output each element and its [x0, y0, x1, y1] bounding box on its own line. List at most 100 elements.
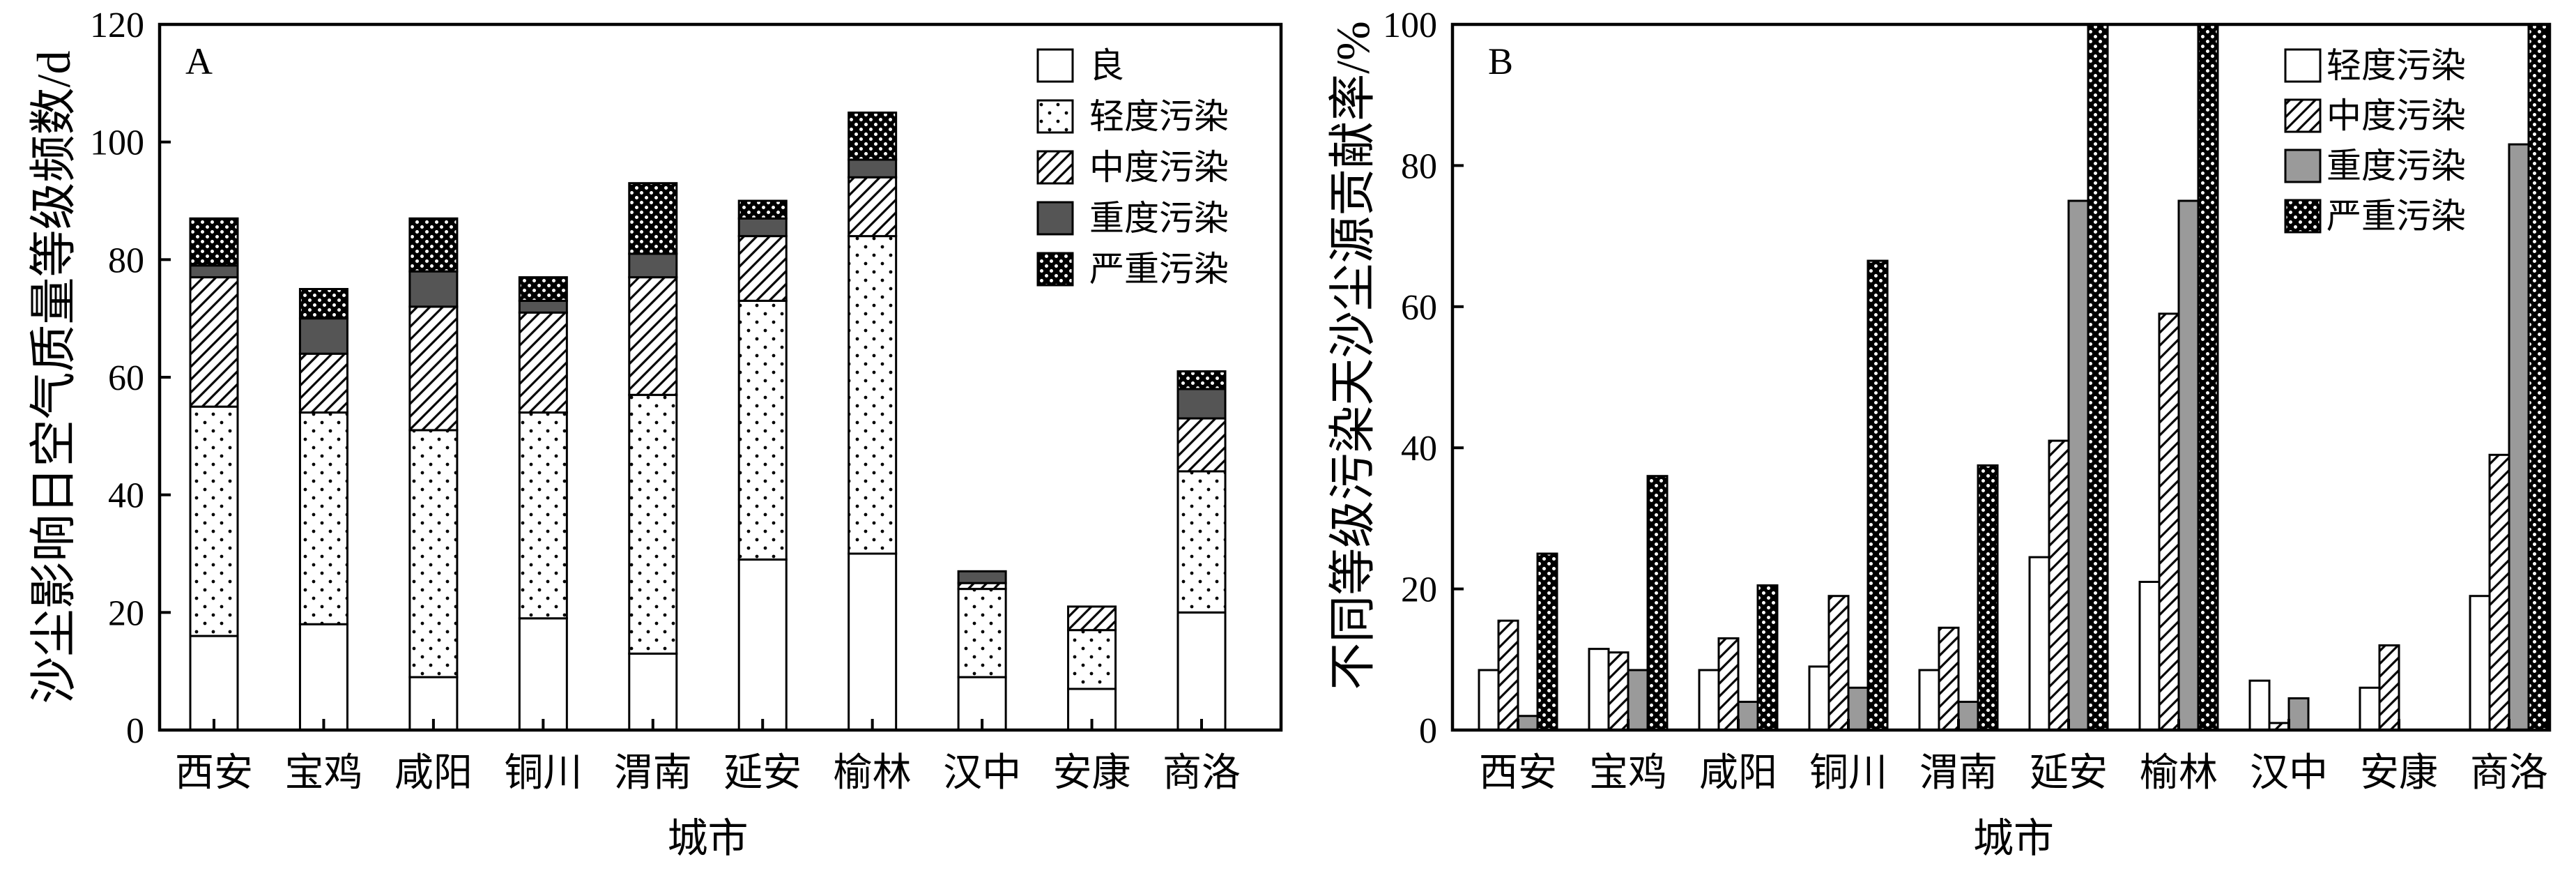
stacked-bar-segment — [518, 411, 568, 620]
plot-frame — [1450, 22, 2552, 732]
grouped-bar — [1717, 637, 1740, 731]
stacked-bar-segment — [628, 652, 678, 731]
grouped-bar — [1517, 715, 1539, 731]
x-category-label: 铜川 — [504, 752, 582, 795]
legend-swatch — [1036, 99, 1074, 134]
legend-swatch — [1036, 48, 1074, 83]
stacked-bar-segment — [957, 588, 1007, 678]
x-category-label: 榆林 — [834, 752, 912, 795]
x-category-label: 西安 — [1479, 752, 1557, 795]
grouped-bar — [2527, 23, 2550, 731]
x-category-label: 安康 — [1053, 752, 1131, 795]
panel-label: B — [1488, 40, 1513, 82]
stacked-bar-segment — [189, 264, 239, 279]
grouped-bar — [2087, 23, 2109, 731]
y-axis: 0 20 40 60 80 100 — [1383, 6, 1464, 751]
legend-item: 中度污染 — [2284, 96, 2466, 135]
grouped-bar — [2469, 595, 2491, 731]
y-tick-label: 80 — [108, 241, 144, 280]
stacked-bar-segment — [408, 217, 459, 273]
legend-item: 轻度污染 — [1036, 97, 1229, 136]
stacked-bar-segment — [1176, 417, 1227, 473]
grouped-bar — [1737, 701, 1759, 731]
legend-label: 轻度污染 — [1089, 97, 1229, 136]
grouped-bar — [2248, 679, 2271, 731]
stacked-bar-segment — [1067, 605, 1117, 632]
grouped-bar — [1646, 475, 1669, 731]
grouped-bar — [2028, 556, 2050, 731]
stacked-bar-segment — [957, 570, 1007, 584]
legend-swatch — [2284, 48, 2322, 83]
stacked-bar-segment — [848, 158, 898, 179]
stacked-bar-segment — [518, 276, 568, 302]
grouped-bar — [1588, 648, 1610, 731]
stacked-bar-segment — [518, 311, 568, 414]
stacked-bar-segment — [737, 199, 788, 220]
stacked-bar-segment — [737, 217, 788, 238]
grouped-bar — [1497, 619, 1519, 731]
legend-swatch — [2284, 199, 2322, 234]
legend-label: 重度污染 — [1089, 199, 1229, 238]
stacked-bar-segment — [1176, 611, 1227, 731]
legend-swatch — [2284, 98, 2322, 133]
stacked-bar-segment — [1176, 470, 1227, 614]
panel-label: A — [185, 40, 213, 82]
x-category-label: 宝鸡 — [284, 752, 362, 795]
grouped-bar — [1827, 595, 1850, 731]
panel-a-stacked-bar-chart: 0 20 40 60 80 100 120 西安 宝鸡 咸阳 铜川 渭南 延安 榆林 汉中 安康 商洛 良轻度污染… — [27, 6, 1283, 861]
grouped-bar — [2488, 453, 2510, 731]
legend-item: 重度污染 — [1036, 199, 1229, 238]
stacked-bar-segment — [1176, 388, 1227, 420]
y-tick-label: 60 — [108, 358, 144, 398]
stacked-bar-segment — [628, 393, 678, 655]
grouped-bar — [1847, 686, 1869, 731]
stacked-bar-segment — [628, 276, 678, 396]
grouped-bar — [2378, 644, 2400, 731]
x-category-label: 咸阳 — [1699, 752, 1777, 795]
stacked-bar-segment — [628, 182, 678, 255]
grouped-bar — [1938, 626, 1960, 731]
stacked-bar-segment — [189, 405, 239, 637]
bars — [189, 112, 1227, 731]
x-category-label: 铜川 — [1809, 752, 1887, 795]
grouped-bar — [1977, 464, 1999, 731]
grouped-bar — [1478, 669, 1500, 731]
stacked-bar-segment — [848, 176, 898, 238]
stacked-bar-segment — [737, 235, 788, 302]
x-category-label: 渭南 — [614, 752, 692, 795]
x-category-label: 汉中 — [2250, 752, 2328, 795]
grouped-bar — [2197, 23, 2219, 731]
legend-swatch — [2284, 149, 2322, 183]
x-category-label: 商洛 — [2470, 752, 2548, 795]
grouped-bar — [2048, 439, 2070, 731]
x-category-label: 榆林 — [2140, 752, 2218, 795]
grouped-bar — [1756, 584, 1779, 731]
y-tick-label: 80 — [1401, 146, 1437, 186]
stacked-bar-segment — [298, 288, 348, 320]
legend-label: 轻度污染 — [2326, 46, 2466, 85]
stacked-bar-segment — [189, 217, 239, 267]
stacked-bar-segment — [737, 558, 788, 731]
stacked-bar-segment — [408, 305, 459, 432]
stacked-bar-segment — [408, 270, 459, 308]
stacked-bar-segment — [189, 276, 239, 408]
y-tick-label: 40 — [1401, 429, 1437, 469]
stacked-bar-segment — [848, 235, 898, 555]
grouped-bar — [1627, 669, 1649, 731]
y-axis: 0 20 40 60 80 100 120 — [90, 6, 171, 751]
y-tick-label: 100 — [90, 123, 144, 163]
stacked-bar-segment — [298, 411, 348, 625]
grouped-bar — [1698, 669, 1720, 731]
legend-item: 严重污染 — [2284, 197, 2466, 236]
y-tick-label: 40 — [108, 476, 144, 516]
y-tick-label: 20 — [108, 593, 144, 633]
legend-swatch — [1036, 201, 1074, 236]
x-category-label: 商洛 — [1163, 752, 1241, 795]
stacked-bar-segment — [737, 299, 788, 561]
legend-label: 严重污染 — [2326, 197, 2466, 236]
legend-label: 良 — [1089, 46, 1124, 85]
y-tick-label: 20 — [1401, 570, 1437, 610]
y-tick-label: 60 — [1401, 288, 1437, 328]
